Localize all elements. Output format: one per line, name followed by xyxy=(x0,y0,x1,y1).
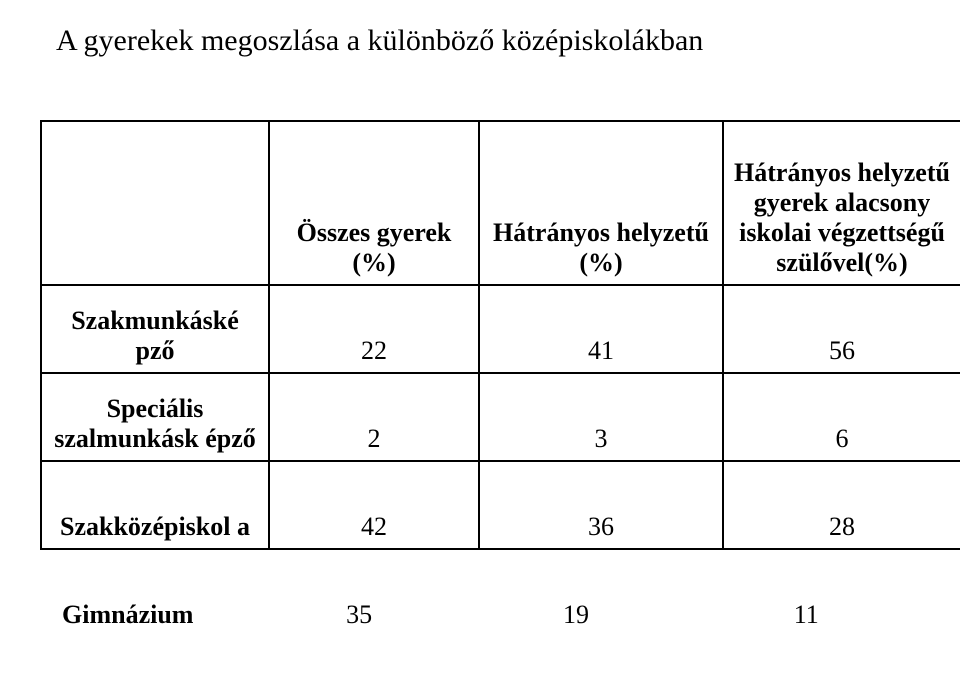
row-label: Speciális szalmunkásk épző xyxy=(41,373,269,461)
table-header-all: Összes gyerek (%) xyxy=(269,121,479,285)
spacer xyxy=(40,550,920,596)
cell-value: 6 xyxy=(723,373,960,461)
cell-value: 2 xyxy=(269,373,479,461)
footer-value: 11 xyxy=(693,600,920,630)
row-label: Szakmunkáské pző xyxy=(41,285,269,373)
footer-row: Gimnázium 35 19 11 xyxy=(40,600,920,630)
cell-value: 28 xyxy=(723,461,960,549)
page-title: A gyerekek megoszlása a különböző középi… xyxy=(56,24,920,58)
cell-value: 22 xyxy=(269,285,479,373)
cell-value: 41 xyxy=(479,285,723,373)
table-header-empty xyxy=(41,121,269,285)
row-label: Szakközépiskol a xyxy=(41,461,269,549)
cell-value: 42 xyxy=(269,461,479,549)
footer-label: Gimnázium xyxy=(40,600,259,630)
cell-value: 56 xyxy=(723,285,960,373)
table-row: Szakmunkáské pző 22 41 56 xyxy=(41,285,960,373)
cell-value: 3 xyxy=(479,373,723,461)
table-header-row: Összes gyerek (%) Hátrányos helyzetű (%)… xyxy=(41,121,960,285)
table-header-low-edu-parent: Hátrányos helyzetű gyerek alacsony iskol… xyxy=(723,121,960,285)
footer-value: 19 xyxy=(459,600,692,630)
cell-value: 36 xyxy=(479,461,723,549)
footer-value: 35 xyxy=(259,600,460,630)
distribution-table: Összes gyerek (%) Hátrányos helyzetű (%)… xyxy=(40,120,960,550)
table-row: Speciális szalmunkásk épző 2 3 6 xyxy=(41,373,960,461)
document-page: A gyerekek megoszlása a különböző középi… xyxy=(0,0,960,630)
table-row: Szakközépiskol a 42 36 28 xyxy=(41,461,960,549)
table-header-disadvantaged: Hátrányos helyzetű (%) xyxy=(479,121,723,285)
